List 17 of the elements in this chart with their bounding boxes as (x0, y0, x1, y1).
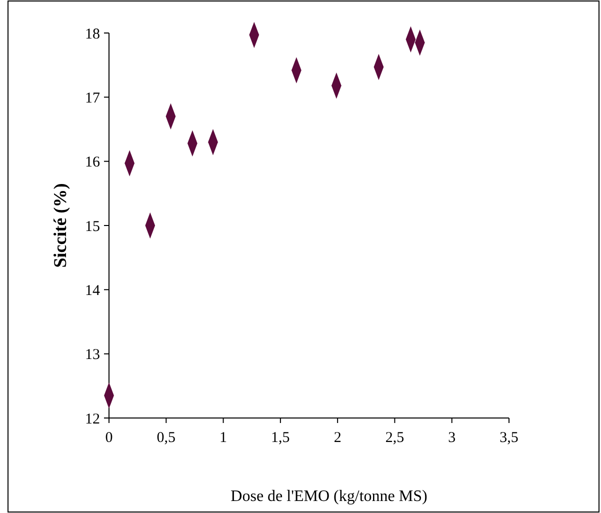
y-tick-label: 12 (85, 411, 100, 428)
y-tick-label: 18 (85, 26, 100, 42)
x-tick-label: 3,5 (500, 430, 518, 446)
x-tick-label: 0,5 (156, 430, 176, 446)
y-tick-label: 17 (85, 90, 100, 106)
x-tick-label: 2,5 (385, 430, 404, 446)
y-tick-label: 15 (85, 218, 100, 235)
y-tick-label: 13 (85, 347, 100, 364)
x-tick-label: 2 (334, 430, 342, 446)
x-tick-label: 1 (220, 430, 228, 446)
x-axis-title: Dose de l'EMO (kg/tonne MS) (230, 488, 428, 505)
x-tick-label: 1,5 (271, 430, 290, 446)
y-tick-label: 14 (85, 282, 100, 299)
y-tick-label: 16 (85, 154, 100, 171)
x-tick-label: 3 (448, 430, 456, 446)
x-tick-label: 0 (105, 430, 113, 446)
y-axis-title: Siccité (%) (50, 183, 70, 268)
